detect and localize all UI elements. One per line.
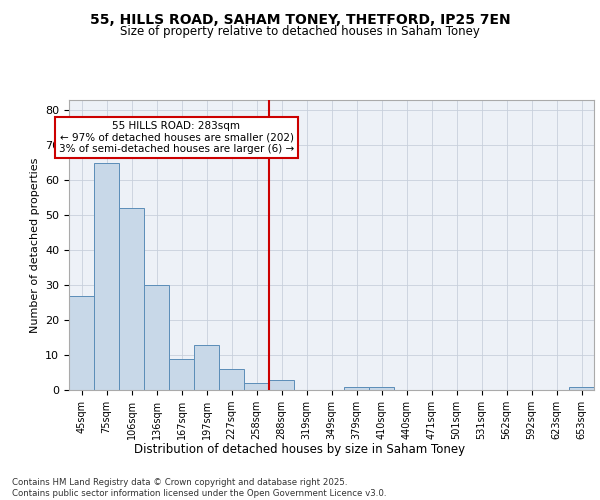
Bar (144, 285, 169, 390)
Bar (69, 296, 94, 390)
Bar (569, 386, 594, 390)
Text: Distribution of detached houses by size in Saham Toney: Distribution of detached houses by size … (134, 442, 466, 456)
Bar (244, 383, 269, 390)
Bar (194, 344, 219, 390)
Y-axis label: Number of detached properties: Number of detached properties (29, 158, 40, 332)
Text: 55, HILLS ROAD, SAHAM TONEY, THETFORD, IP25 7EN: 55, HILLS ROAD, SAHAM TONEY, THETFORD, I… (89, 12, 511, 26)
Bar (344, 386, 369, 390)
Text: Size of property relative to detached houses in Saham Toney: Size of property relative to detached ho… (120, 25, 480, 38)
Text: Contains HM Land Registry data © Crown copyright and database right 2025.
Contai: Contains HM Land Registry data © Crown c… (12, 478, 386, 498)
Bar (169, 358, 194, 390)
Bar (219, 369, 244, 390)
Bar (94, 163, 119, 390)
Text: 55 HILLS ROAD: 283sqm
← 97% of detached houses are smaller (202)
3% of semi-deta: 55 HILLS ROAD: 283sqm ← 97% of detached … (59, 121, 294, 154)
Bar (119, 208, 144, 390)
Bar (269, 380, 294, 390)
Bar (369, 386, 394, 390)
